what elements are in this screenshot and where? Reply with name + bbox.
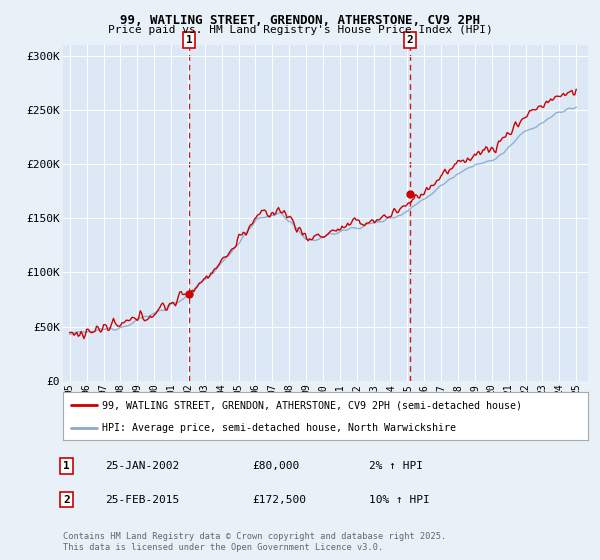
Text: 10% ↑ HPI: 10% ↑ HPI	[369, 494, 430, 505]
Text: Price paid vs. HM Land Registry's House Price Index (HPI): Price paid vs. HM Land Registry's House …	[107, 25, 493, 35]
Text: 99, WATLING STREET, GRENDON, ATHERSTONE, CV9 2PH: 99, WATLING STREET, GRENDON, ATHERSTONE,…	[120, 14, 480, 27]
Text: 25-FEB-2015: 25-FEB-2015	[105, 494, 179, 505]
Text: 25-JAN-2002: 25-JAN-2002	[105, 461, 179, 471]
Text: Contains HM Land Registry data © Crown copyright and database right 2025.
This d: Contains HM Land Registry data © Crown c…	[63, 532, 446, 552]
Text: 99, WATLING STREET, GRENDON, ATHERSTONE, CV9 2PH (semi-detached house): 99, WATLING STREET, GRENDON, ATHERSTONE,…	[103, 400, 523, 410]
Text: 2: 2	[407, 35, 413, 45]
Text: 1: 1	[186, 35, 193, 45]
Text: £80,000: £80,000	[252, 461, 299, 471]
Text: HPI: Average price, semi-detached house, North Warwickshire: HPI: Average price, semi-detached house,…	[103, 423, 457, 433]
Text: £172,500: £172,500	[252, 494, 306, 505]
Text: 2: 2	[63, 494, 70, 505]
Text: 2% ↑ HPI: 2% ↑ HPI	[369, 461, 423, 471]
Text: 1: 1	[63, 461, 70, 471]
